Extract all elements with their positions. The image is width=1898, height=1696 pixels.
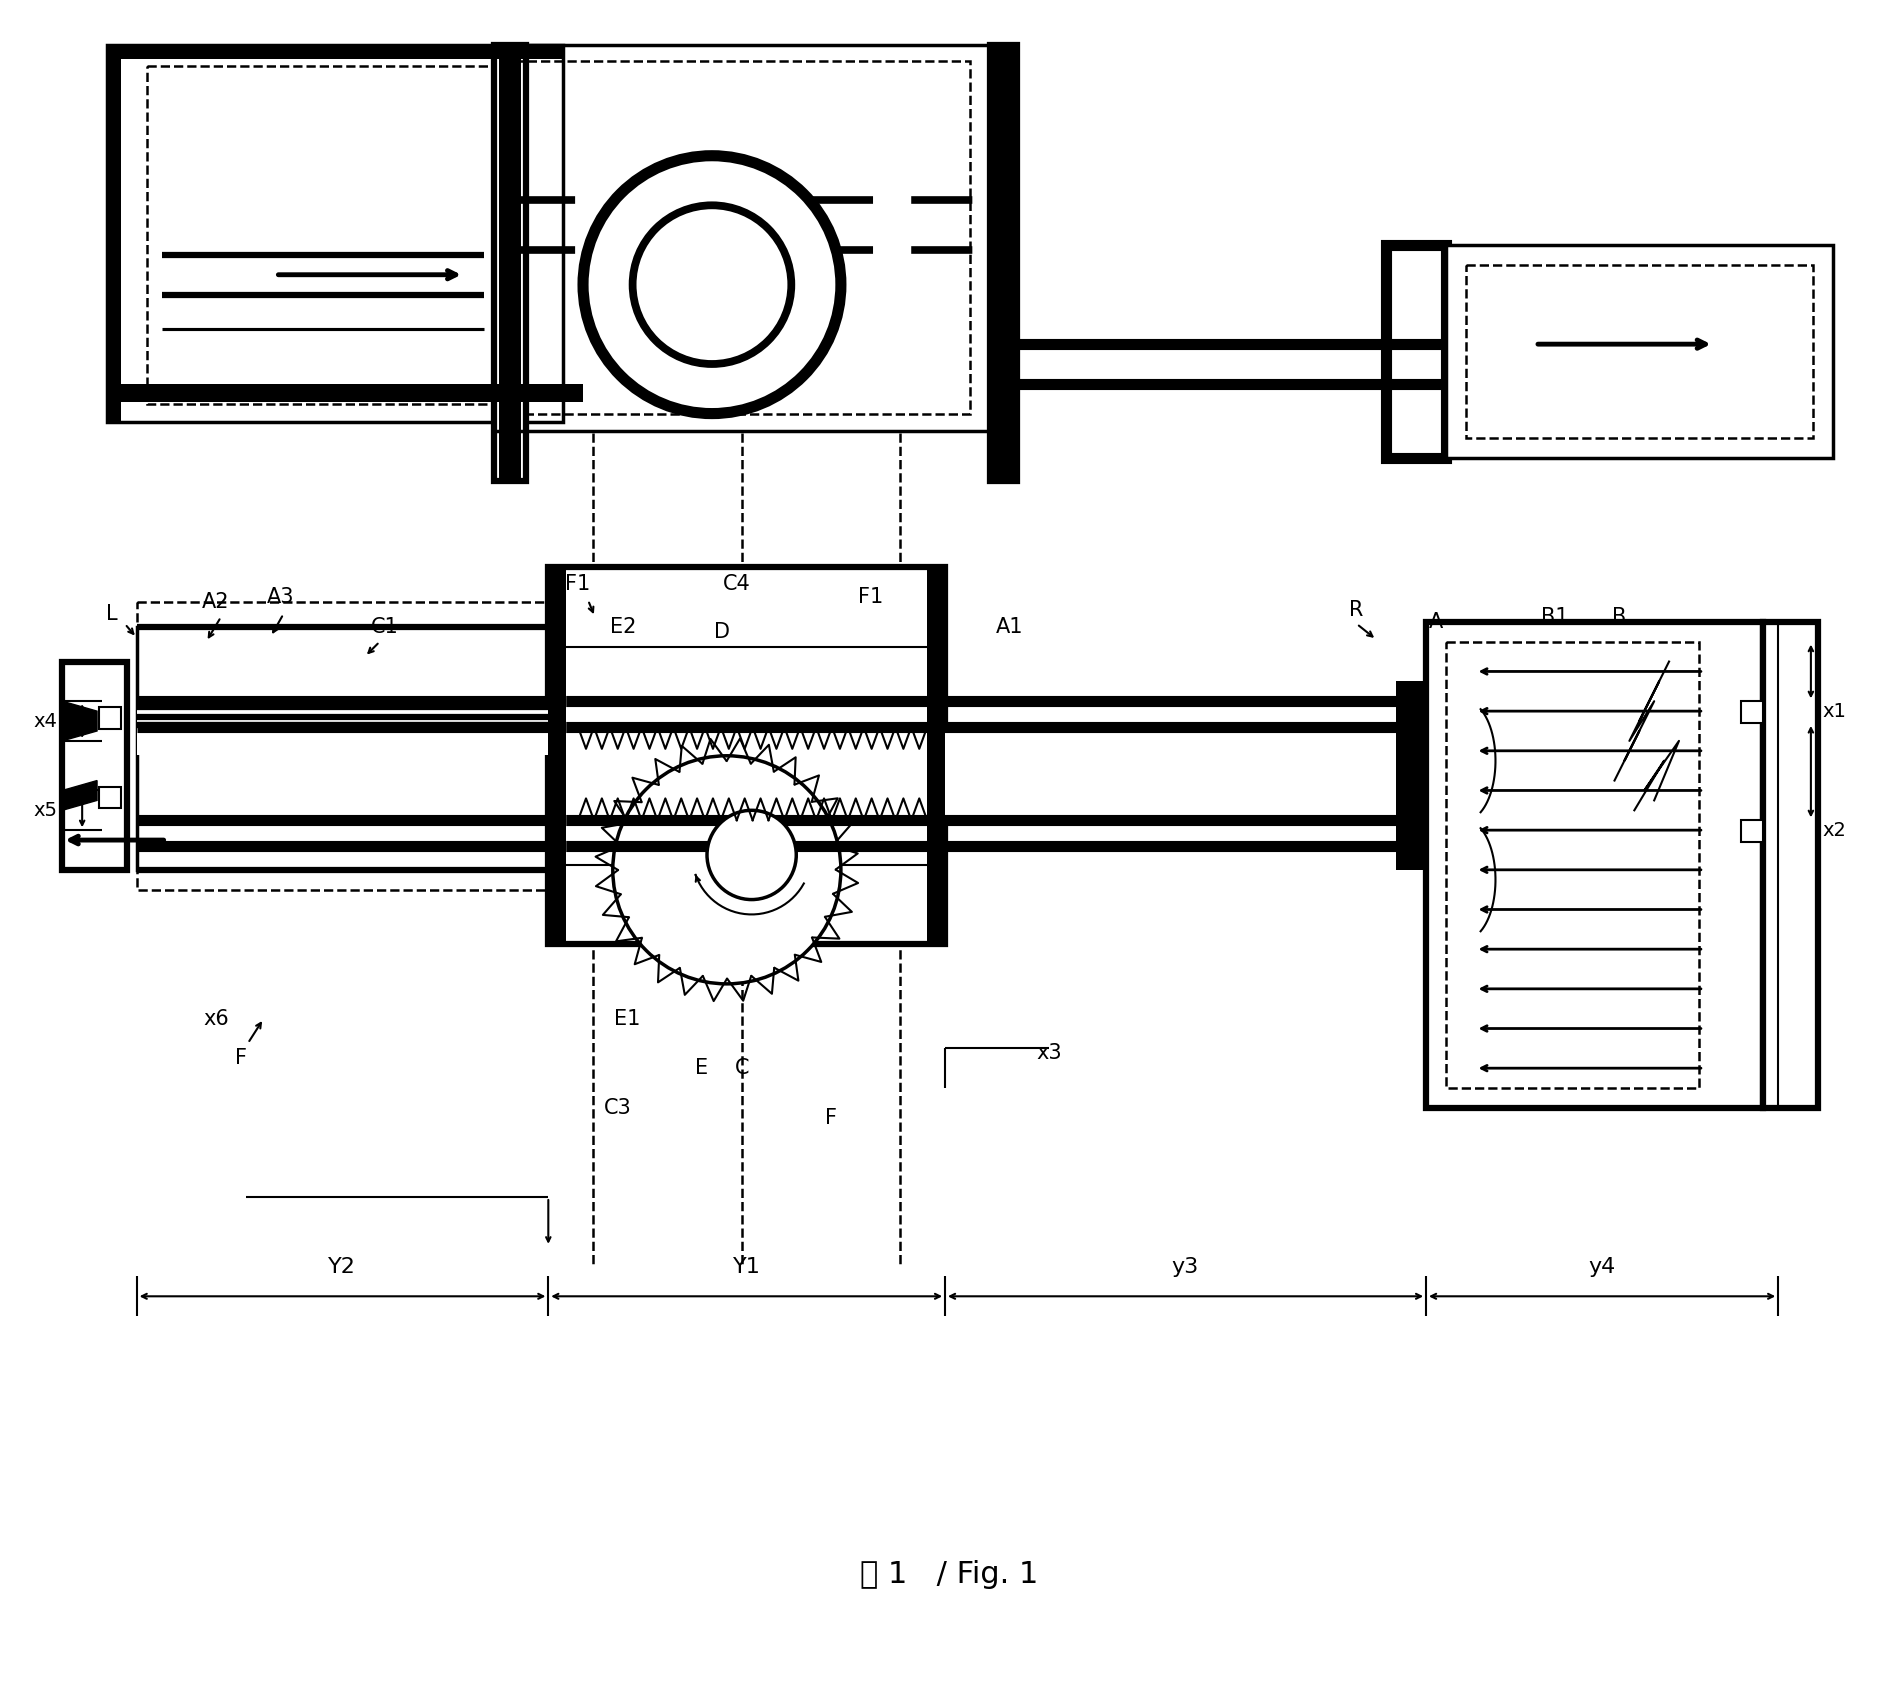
Text: B: B (1611, 607, 1627, 628)
Text: F: F (235, 1048, 247, 1068)
Text: C4: C4 (723, 575, 750, 594)
Bar (99, 787, 121, 809)
Polygon shape (63, 780, 97, 811)
Bar (106, 383, 583, 402)
Text: x3: x3 (1036, 1043, 1061, 1063)
Bar (137, 706, 549, 755)
Bar (1444, 244, 1832, 458)
Bar (106, 44, 564, 59)
Bar (499, 44, 520, 482)
Text: x1: x1 (1822, 702, 1845, 721)
Text: A3: A3 (266, 587, 294, 607)
Bar (493, 44, 989, 431)
Text: E1: E1 (615, 1009, 640, 1028)
Bar (63, 661, 127, 870)
Text: Y1: Y1 (733, 1257, 761, 1277)
Text: E2: E2 (609, 617, 636, 636)
Bar (146, 66, 518, 404)
Bar (99, 707, 121, 729)
Text: y3: y3 (1171, 1257, 1198, 1277)
Bar (549, 568, 566, 945)
Bar (1740, 700, 1763, 722)
Circle shape (583, 156, 841, 414)
Text: A: A (1427, 612, 1442, 633)
Text: E: E (695, 1058, 708, 1079)
Text: x2: x2 (1822, 821, 1845, 840)
Text: A1: A1 (995, 617, 1023, 636)
Text: D: D (714, 622, 729, 641)
Bar (1740, 821, 1763, 841)
Bar (1763, 622, 1816, 1107)
Text: R: R (1349, 600, 1363, 621)
Bar (1465, 265, 1813, 438)
Text: 图 1   / Fig. 1: 图 1 / Fig. 1 (860, 1560, 1038, 1589)
Text: F: F (824, 1107, 837, 1128)
Bar (926, 728, 1395, 819)
Bar (1386, 244, 1444, 458)
Text: x6: x6 (203, 1009, 230, 1028)
Circle shape (706, 811, 795, 899)
Text: C3: C3 (604, 1097, 632, 1118)
Bar (137, 628, 549, 870)
Circle shape (632, 205, 791, 365)
Bar (137, 602, 549, 890)
Text: x4: x4 (34, 712, 57, 731)
Bar (549, 568, 945, 945)
Bar (926, 568, 945, 945)
Text: A2: A2 (203, 592, 230, 612)
Bar (566, 700, 926, 728)
Text: F1: F1 (858, 587, 883, 607)
Text: C1: C1 (370, 617, 399, 636)
Text: y4: y4 (1587, 1257, 1615, 1277)
Circle shape (613, 756, 841, 984)
Bar (106, 44, 121, 422)
Text: B1: B1 (1541, 607, 1568, 628)
Bar (512, 61, 970, 414)
Bar (989, 44, 1017, 482)
Bar (106, 44, 564, 422)
Bar (1444, 641, 1699, 1089)
Bar (993, 44, 1014, 482)
Bar (1425, 622, 1763, 1107)
Text: x5: x5 (34, 801, 57, 819)
Text: C: C (735, 1058, 748, 1079)
Text: F1: F1 (566, 575, 590, 594)
Text: L: L (106, 604, 118, 624)
Bar (1395, 682, 1425, 870)
Bar (493, 44, 526, 482)
Text: Y2: Y2 (328, 1257, 355, 1277)
Polygon shape (63, 700, 97, 741)
